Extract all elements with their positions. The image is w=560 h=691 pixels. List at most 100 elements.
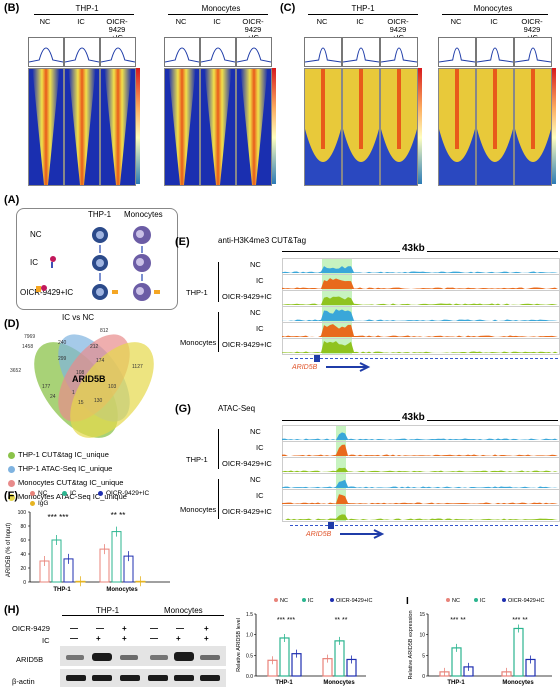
y-axis-label: ARID5B (% of Input)	[6, 523, 12, 577]
track-signal	[282, 322, 558, 337]
legend-swatch-icon	[502, 598, 506, 602]
heatmap-colorbar	[272, 68, 276, 184]
track-label: NC	[250, 475, 261, 484]
track-label: NC	[250, 260, 261, 269]
y-axis-label: Relative ARID5B expression	[408, 610, 414, 679]
bar	[335, 641, 344, 676]
legend-swatch-icon	[330, 598, 334, 602]
profile-plot	[164, 37, 200, 67]
panel-g-scale: 43kb	[400, 412, 427, 423]
gene-name: ARID5B	[306, 531, 331, 538]
legend-text: THP-1 ATAC-Seq IC_unique	[18, 464, 112, 473]
significance-label: *** **	[450, 617, 466, 624]
profile-plot	[514, 37, 552, 67]
profile-plot	[438, 37, 476, 67]
y-tick: 10	[419, 633, 425, 639]
panel-h-bracket2	[150, 615, 224, 616]
profile-plot	[304, 37, 342, 67]
legend-text: NC	[452, 598, 460, 604]
bar	[112, 532, 121, 582]
venn-count: 24	[50, 394, 56, 400]
panel-c-bracket1	[308, 14, 418, 15]
y-tick: 5	[422, 653, 425, 659]
venn-count: 3652	[10, 368, 21, 374]
heatmap	[164, 68, 200, 186]
legend-swatch-icon	[446, 598, 450, 602]
track-signal	[282, 338, 558, 353]
venn-count: 130	[94, 398, 102, 404]
venn-count: 174	[96, 358, 104, 364]
panel-b-label: (B)	[4, 2, 19, 14]
track-bracket	[218, 429, 219, 469]
cell-thp1-oicr-icon	[92, 284, 108, 300]
heatmap-colorbar	[418, 68, 422, 184]
heatmap-condition-label: IC	[342, 18, 378, 26]
panel-a-label: (A)	[4, 194, 19, 206]
panel-f-legend-item: IC	[62, 490, 77, 497]
y-tick: 100	[18, 510, 27, 516]
ic-mark: —	[70, 634, 78, 643]
venn-legend-item: THP-1 CUT&tag IC_unique	[8, 450, 109, 459]
oicr-mark: —	[70, 624, 78, 633]
panel-b-bracket2	[168, 14, 268, 15]
bar	[52, 540, 61, 582]
legend-swatch-icon	[30, 491, 35, 496]
cell-thp1-nc-icon	[92, 227, 108, 243]
x-group-label: Monocytes	[323, 680, 355, 686]
legend-text: NC	[38, 490, 47, 497]
panel-h-group-mono: Monocytes	[164, 606, 203, 615]
track-bracket	[218, 479, 219, 519]
panel-h-label: (H)	[4, 604, 19, 616]
cell-mono-nc-icon	[133, 226, 151, 244]
gene-direction-arrow-icon	[326, 362, 376, 372]
y-tick: 0.5	[246, 653, 253, 659]
heatmap	[438, 68, 476, 186]
heatmap	[514, 68, 552, 186]
track-label: IC	[256, 276, 264, 285]
profile-plot	[200, 37, 236, 67]
venn-count: 7969	[24, 334, 35, 340]
panel-e-title: anti-H3K4me3 CUT&Tag	[218, 236, 306, 245]
oicr-mark: +	[122, 624, 127, 633]
venn-count: 15	[78, 400, 84, 406]
legend-text: OICR-9429+IC	[106, 490, 149, 497]
track-signal	[282, 457, 558, 472]
immune-complex-icon	[36, 256, 56, 292]
heatmap-condition-label: NC	[438, 18, 474, 26]
y-tick: 20	[20, 566, 26, 572]
legend-text: Monocytes CUT&tag IC_unique	[18, 478, 123, 487]
panel-b-bracket1	[34, 14, 134, 15]
x-group-label: THP-1	[275, 680, 293, 686]
y-axis-label: Relative ARID5B level	[236, 618, 242, 672]
venn-count: 1458	[22, 344, 33, 350]
track-label: IC	[256, 443, 264, 452]
exon-block	[328, 522, 334, 529]
venn-count: 1127	[132, 364, 143, 370]
panel-e-scale: 43kb	[400, 243, 427, 254]
venn-legend-item: Monocytes CUT&tag IC_unique	[8, 478, 123, 487]
bar	[452, 648, 461, 676]
heatmap-condition-label: IC	[476, 18, 512, 26]
track-signal	[282, 473, 558, 488]
cell-mono-oicr-icon	[133, 283, 151, 301]
exon-block	[314, 355, 320, 362]
heatmap-condition-label: IC	[64, 18, 98, 26]
track-label: NC	[250, 308, 261, 317]
significance-label: *** ***	[48, 513, 69, 522]
track-signal	[282, 489, 558, 504]
panel-h-band-actin: β-actin	[12, 677, 35, 686]
track-label: IC	[256, 324, 264, 333]
legend-text: OICR-9429+IC	[336, 598, 373, 604]
panel-c-label: (C)	[280, 2, 295, 14]
y-tick: 80	[20, 524, 26, 530]
legend-text: IC	[308, 598, 314, 604]
ic-mark: +	[96, 634, 101, 643]
y-tick: 1.0	[246, 633, 253, 639]
bar-charts-relative: NC IC OICR-9429+IC 0.0 0.5 1.0 1.5 Relative ARI…	[228, 596, 560, 691]
heatmap-colorbar	[552, 68, 556, 184]
panel-g-title: ATAC-Seq	[218, 404, 255, 413]
gene-direction-arrow-icon	[340, 529, 390, 539]
ic-mark: +	[122, 634, 127, 643]
legend-swatch-icon	[474, 598, 478, 602]
panel-f-chart: 020406080100ARID5B (% of Input)THP-1 Mono…	[0, 500, 180, 610]
